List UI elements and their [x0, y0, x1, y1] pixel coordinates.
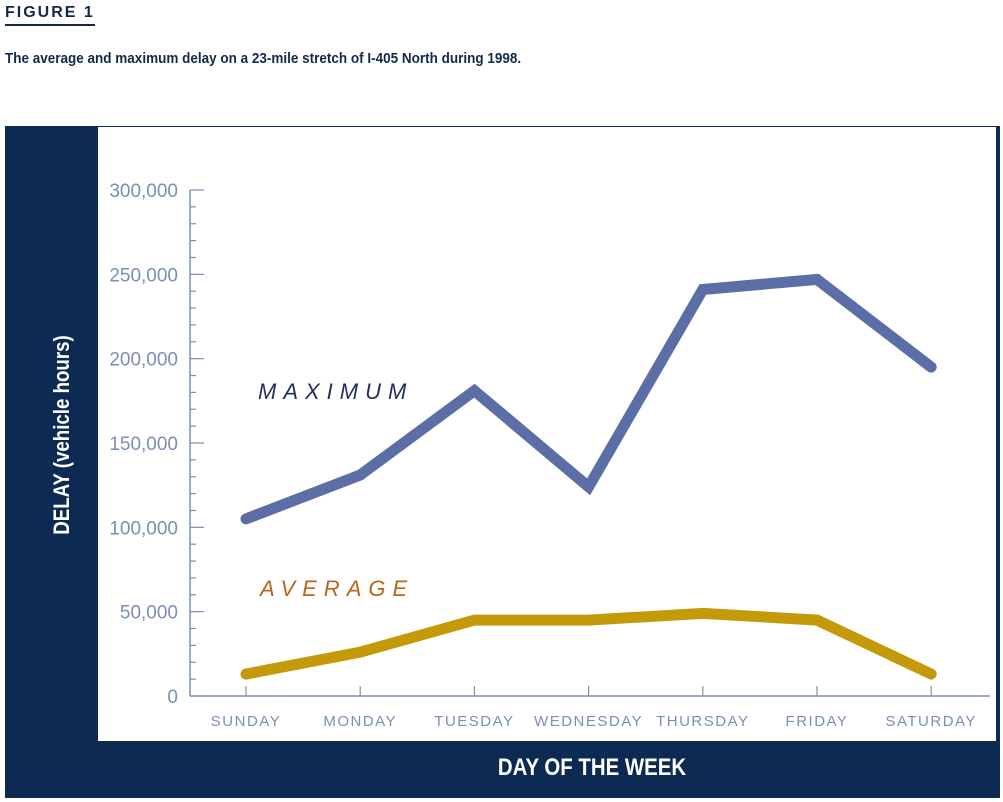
x-axis-title: DAY OF THE WEEK [497, 754, 687, 781]
x-tick-label: MONDAY [323, 713, 397, 730]
x-tick-label: SATURDAY [885, 713, 976, 730]
x-tick-label: SUNDAY [211, 713, 281, 730]
figure-caption: The average and maximum delay on a 23-mi… [5, 50, 522, 67]
series-label-maximum: MAXIMUM [258, 379, 413, 404]
x-tick-label: WEDNESDAY [534, 713, 643, 730]
y-tick-label: 250,000 [109, 265, 178, 286]
series-line-average [240, 607, 937, 680]
x-tick-label: FRIDAY [786, 713, 849, 730]
y-tick-label: 100,000 [109, 518, 178, 539]
y-tick-label: 150,000 [109, 434, 178, 455]
y-tick-label: 200,000 [109, 350, 178, 371]
series-label-average: AVERAGE [258, 576, 414, 601]
x-tick-label: THURSDAY [656, 713, 749, 730]
x-tick-label: TUESDAY [434, 713, 514, 730]
y-tick-label: 300,000 [109, 181, 178, 202]
y-tick-label: 50,000 [120, 603, 178, 624]
y-tick-label: 0 [167, 687, 178, 708]
figure-label: FIGURE 1 [5, 4, 95, 26]
